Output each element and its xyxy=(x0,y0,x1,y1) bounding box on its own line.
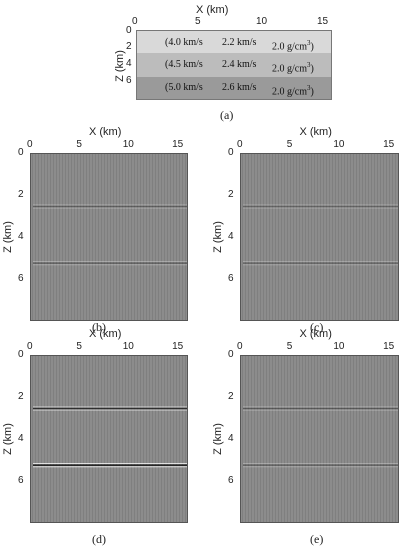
panel-xlabel: X (km) xyxy=(89,126,122,138)
layer-close: ) xyxy=(310,63,314,75)
layer-vp: (5.0 km/s xyxy=(165,82,203,93)
seismic-image xyxy=(31,154,187,320)
seismic-image xyxy=(241,356,398,522)
model-ytick: 6 xyxy=(126,75,132,86)
image-background xyxy=(31,154,187,320)
model-xlabel: X (km) xyxy=(196,4,229,16)
panel-xlabel: X (km) xyxy=(299,126,332,138)
panel-ytick: 2 xyxy=(228,189,234,200)
panel-ytick: 4 xyxy=(228,433,234,444)
panel-caption: (d) xyxy=(92,532,106,546)
layer-rho-exp: 3 xyxy=(307,61,311,69)
panel-ytick: 2 xyxy=(18,189,24,200)
panel-xtick: 15 xyxy=(172,341,184,352)
migrated-image xyxy=(30,153,188,321)
panel-ytick: 0 xyxy=(18,349,24,360)
panel-xtick: 10 xyxy=(333,341,345,352)
panel-caption: (c) xyxy=(310,320,324,334)
panel-xtick: 0 xyxy=(237,341,243,352)
model-ytick: 0 xyxy=(126,25,132,36)
panel-xtick: 0 xyxy=(27,341,33,352)
panel-ytick: 0 xyxy=(228,349,234,360)
panel-ytick: 4 xyxy=(18,433,24,444)
panel-xtick: 15 xyxy=(383,341,395,352)
layer-density: 2.0 g/cm3) xyxy=(272,82,314,98)
panel-ytick: 4 xyxy=(18,231,24,242)
panel-xtick: 5 xyxy=(286,139,293,150)
panel-xtick: 0 xyxy=(237,139,243,150)
layer-close: ) xyxy=(310,41,314,53)
migrated-image xyxy=(240,153,399,321)
panel-xtick: 10 xyxy=(333,139,345,150)
layer-rho-exp: 3 xyxy=(307,39,311,47)
layer-vp: (4.0 km/s xyxy=(165,37,203,48)
layer-rho: 2.0 g/cm xyxy=(272,63,307,75)
panel-caption: (e) xyxy=(310,532,324,546)
panel-xtick: 10 xyxy=(122,341,134,352)
layer-density: 2.0 g/cm3) xyxy=(272,37,314,53)
panel-xtick: 5 xyxy=(76,139,82,150)
layer-density: 2.0 g/cm3) xyxy=(272,59,314,75)
layer-rho: 2.0 g/cm xyxy=(272,41,307,53)
layer-rho-exp: 3 xyxy=(307,84,311,92)
panel-xtick: 15 xyxy=(383,139,395,150)
panel-xtick: 5 xyxy=(286,341,293,352)
panel-xtick: 10 xyxy=(122,139,134,150)
layer-vs: 2.2 km/s xyxy=(222,37,257,48)
image-background xyxy=(31,356,187,522)
panel-ytick: 0 xyxy=(18,147,24,158)
model-ytick: 2 xyxy=(126,41,132,52)
layer-3: (5.0 km/s 2.6 km/s 2.0 g/cm3) xyxy=(137,77,331,99)
model-xtick: 10 xyxy=(256,16,268,27)
model-ytick: 4 xyxy=(126,58,132,69)
migrated-image xyxy=(30,355,188,523)
panel-ylabel: Z (km) xyxy=(211,423,224,455)
panel-xlabel: X (km) xyxy=(299,328,332,340)
panel-xlabel: X (km) xyxy=(89,328,122,340)
layer-vs: 2.6 km/s xyxy=(222,82,257,93)
model-xtick: 15 xyxy=(317,16,329,27)
image-background xyxy=(241,356,398,522)
image-background xyxy=(241,154,398,320)
panel-ylabel: Z (km) xyxy=(211,221,224,253)
layer-close: ) xyxy=(310,86,314,98)
panel-ytick: 4 xyxy=(228,231,234,242)
seismic-image xyxy=(241,154,398,320)
panel-xtick: 0 xyxy=(27,139,33,150)
model-xtick: 5 xyxy=(195,16,201,27)
panel-ytick: 6 xyxy=(228,475,234,486)
model-ylabel: Z (km) xyxy=(113,50,126,82)
seismic-image xyxy=(31,356,187,522)
panel-ylabel: Z (km) xyxy=(1,221,14,253)
layer-vs: 2.4 km/s xyxy=(222,59,257,70)
panel-ytick: 6 xyxy=(18,273,24,284)
panel-ytick: 2 xyxy=(18,391,24,402)
panel-caption: (b) xyxy=(92,320,106,334)
panel-xtick: 5 xyxy=(76,341,82,352)
migrated-image xyxy=(240,355,399,523)
layer-vp: (4.5 km/s xyxy=(165,59,203,70)
model-xtick: 0 xyxy=(132,16,138,27)
panel-ytick: 6 xyxy=(18,475,24,486)
layer-1: (4.0 km/s 2.2 km/s 2.0 g/cm3) xyxy=(137,31,331,53)
caption-a: (a) xyxy=(220,108,234,122)
layer-2: (4.5 km/s 2.4 km/s 2.0 g/cm3) xyxy=(137,53,331,77)
panel-ylabel: Z (km) xyxy=(1,423,14,455)
layer-rho: 2.0 g/cm xyxy=(272,86,307,98)
velocity-model: (4.0 km/s 2.2 km/s 2.0 g/cm3) (4.5 km/s … xyxy=(136,30,332,100)
panel-ytick: 6 xyxy=(228,273,234,284)
panel-ytick: 2 xyxy=(228,391,234,402)
panel-xtick: 15 xyxy=(172,139,184,150)
panel-ytick: 0 xyxy=(228,147,234,158)
